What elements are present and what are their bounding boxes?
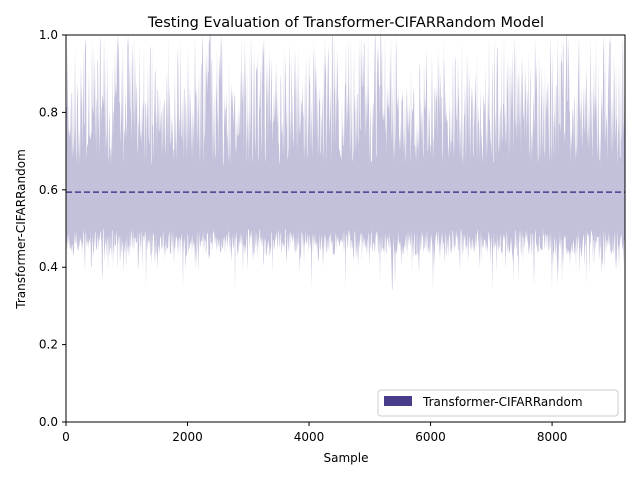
band-layer [66,35,625,292]
y-tick-label: 0.8 [39,105,58,119]
y-tick-label: 0.2 [39,338,58,352]
x-tick-label: 2000 [172,430,203,444]
x-tick-label: 4000 [294,430,325,444]
x-axis-label: Sample [324,451,369,465]
chart-title: Testing Evaluation of Transformer-CIFARR… [147,15,544,31]
axes-frame [65,34,626,423]
legend: Transformer-CIFARRandom [377,389,619,417]
legend-box [377,389,619,417]
y-tick-label: 0.4 [39,260,58,274]
x-tick-label: 8000 [537,430,568,444]
x-tick-label: 0 [62,430,70,444]
y-tick-label: 1.0 [39,28,58,42]
legend-swatch [384,396,412,406]
x-axis-ticks: 0 2000 4000 6000 8000 [62,422,567,444]
y-tick-label: 0.6 [39,183,58,197]
y-axis-ticks: 0.0 0.2 0.4 0.6 0.8 1.0 [39,28,66,429]
legend-label: Transformer-CIFARRandom [422,395,583,409]
y-tick-label: 0.0 [39,415,58,429]
plot-area [66,35,625,292]
x-tick-label: 6000 [415,430,446,444]
y-axis-label: Transformer-CIFARRandom [14,149,28,310]
series-band [66,35,625,292]
